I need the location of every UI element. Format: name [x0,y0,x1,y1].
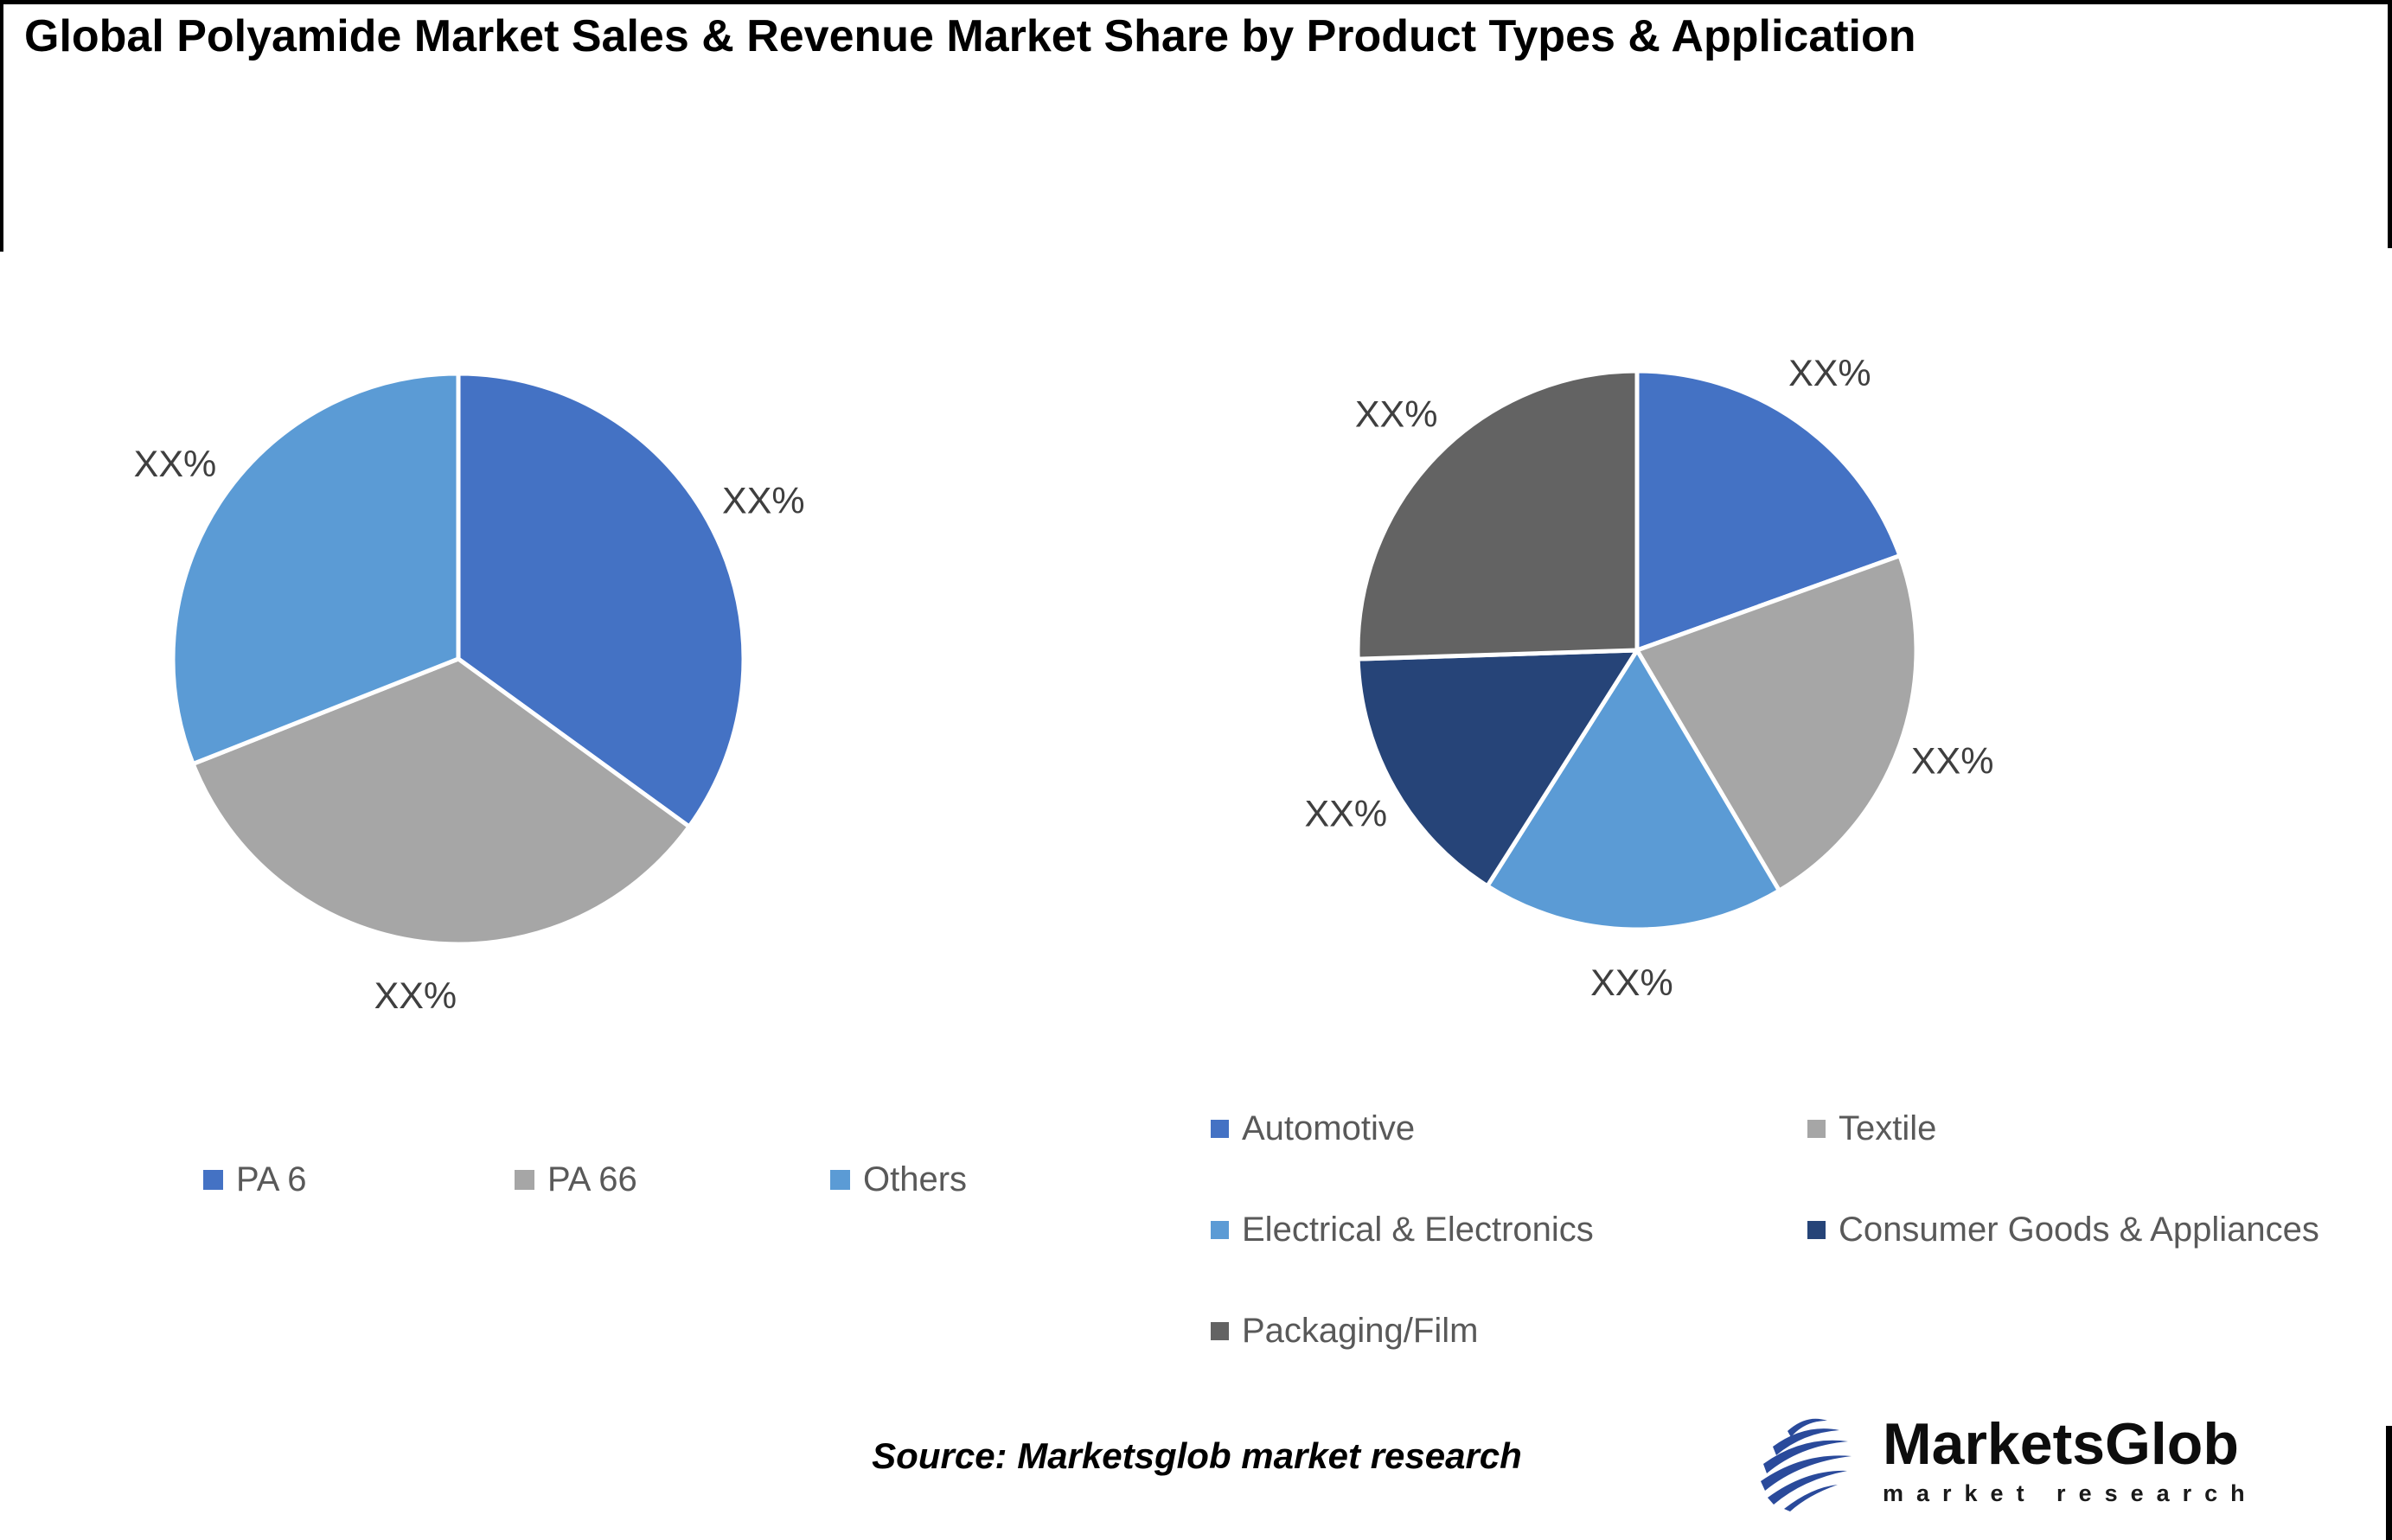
right-border-line [2388,0,2392,248]
left-border-line [0,0,3,252]
legend-label-consumer-goods-appliances: Consumer Goods & Appliances [1839,1210,2319,1249]
source-note: Source: Marketsglob market research [872,1435,1522,1476]
legend-item-electrical-electronics: Electrical & Electronics [1211,1209,1594,1250]
pie-slice-textile [1634,553,1919,893]
pie-chart-applications: XX% XX% XX% XX% XX% [1305,353,1994,1004]
legend-marker-pa66 [515,1169,534,1190]
page-title: Global Polyamide Market Sales & Revenue … [24,11,1916,61]
legend-marker-textile [1807,1119,1826,1138]
legend-label-others: Others [863,1160,968,1198]
globe-icon [1761,1418,1852,1511]
pie-slice-consumer-goods-appliances [1355,648,1640,889]
legend-marker-pa6 [203,1169,223,1190]
pie-slice-electrical-electronics [1485,648,1781,932]
pie-slice-pa-6 [456,371,746,829]
pie-slice-others [170,371,461,766]
legend-marker-others [830,1169,850,1190]
pie-data-label: XX% [1305,793,1388,834]
legend-item-pa6: PA 6 [203,1159,307,1200]
pie-chart-product-types: XX% XX% XX% [134,371,805,1017]
legend-label-pa66: PA 66 [547,1160,637,1198]
logo-text-block: MarketsGlob market research [1883,1415,2258,1507]
pie-data-label: XX% [134,444,217,485]
legend-label-packaging-film: Packaging/Film [1242,1311,1479,1350]
legend-label-pa6: PA 6 [236,1160,307,1198]
legend-label-automotive: Automotive [1242,1109,1416,1147]
legend-marker-automotive [1211,1119,1229,1138]
pie-data-label: XX% [722,481,805,522]
pie-data-label: XX% [374,975,457,1017]
legend-marker-consumer-goods-appliances [1807,1220,1826,1239]
top-border-line [0,0,2392,4]
logo-brand-text: MarketsGlob [1883,1410,2239,1477]
legend-marker-packaging-film [1211,1321,1229,1340]
legend-label-textile: Textile [1839,1109,1937,1147]
legend-item-others: Others [830,1159,967,1200]
pie-slice-packaging-film [1355,368,1640,661]
pie-data-label: XX% [1590,962,1673,1004]
pie-data-label: XX% [1788,353,1871,394]
pie-data-label: XX% [1355,394,1438,436]
legend-marker-electrical-electronics [1211,1220,1229,1239]
logo-tagline-text: market research [1883,1479,2258,1506]
legend-item-pa66: PA 66 [515,1159,637,1200]
bottom-right-border-bar [2386,1426,2392,1540]
pie-slice-pa-66 [190,656,692,947]
pie-data-label: XX% [1911,741,1994,783]
legend-item-textile: Textile [1807,1108,1936,1149]
legend-item-packaging-film: Packaging/Film [1211,1310,1478,1351]
brand-logo: MarketsGlob market research [1749,1408,2258,1513]
legend-label-electrical-electronics: Electrical & Electronics [1242,1210,1594,1249]
legend-item-automotive: Automotive [1211,1108,1415,1149]
legend-item-consumer-goods-appliances: Consumer Goods & Appliances [1807,1209,2319,1250]
pie-slice-automotive [1634,368,1903,653]
